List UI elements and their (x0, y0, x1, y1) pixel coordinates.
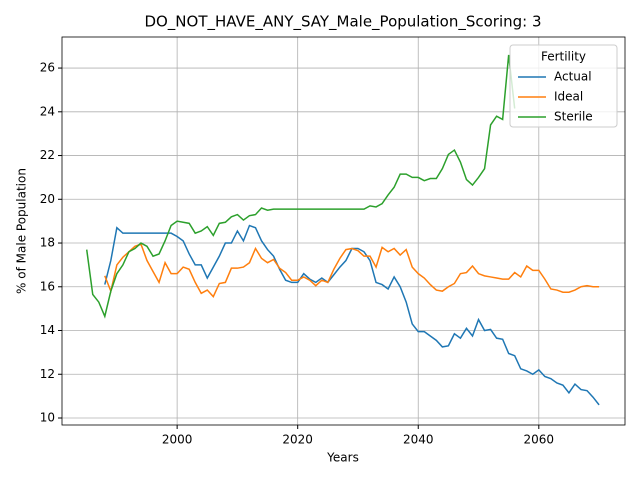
y-tick-label: 26 (40, 61, 55, 75)
y-tick-label: 12 (40, 367, 55, 381)
legend-label: Ideal (554, 90, 583, 104)
y-axis-label: % of Male Population (15, 168, 29, 294)
plot-frame (61, 36, 626, 426)
y-tick-label: 14 (40, 323, 55, 337)
legend-title: Fertility (541, 50, 586, 64)
line-series (104, 224, 600, 406)
y-tick-label: 18 (40, 236, 55, 250)
y-tick-label: 16 (40, 279, 55, 293)
x-tick-label: 2000 (162, 433, 193, 447)
x-tick-label: 2060 (524, 433, 555, 447)
y-tick-label: 20 (40, 192, 55, 206)
line-series (85, 54, 516, 319)
x-tick-label: 2020 (282, 433, 313, 447)
y-tick-label: 22 (40, 148, 55, 162)
y-tick-label: 24 (40, 104, 55, 118)
y-tick-label: 10 (40, 411, 55, 425)
x-tick-label: 2040 (403, 433, 434, 447)
legend-box (509, 44, 618, 128)
legend-label: Actual (554, 70, 592, 84)
line-series (104, 243, 600, 298)
x-axis-label: Years (326, 451, 359, 465)
chart-title: DO_NOT_HAVE_ANY_SAY_Male_Population_Scor… (144, 13, 541, 32)
legend-label: Sterile (554, 110, 593, 124)
